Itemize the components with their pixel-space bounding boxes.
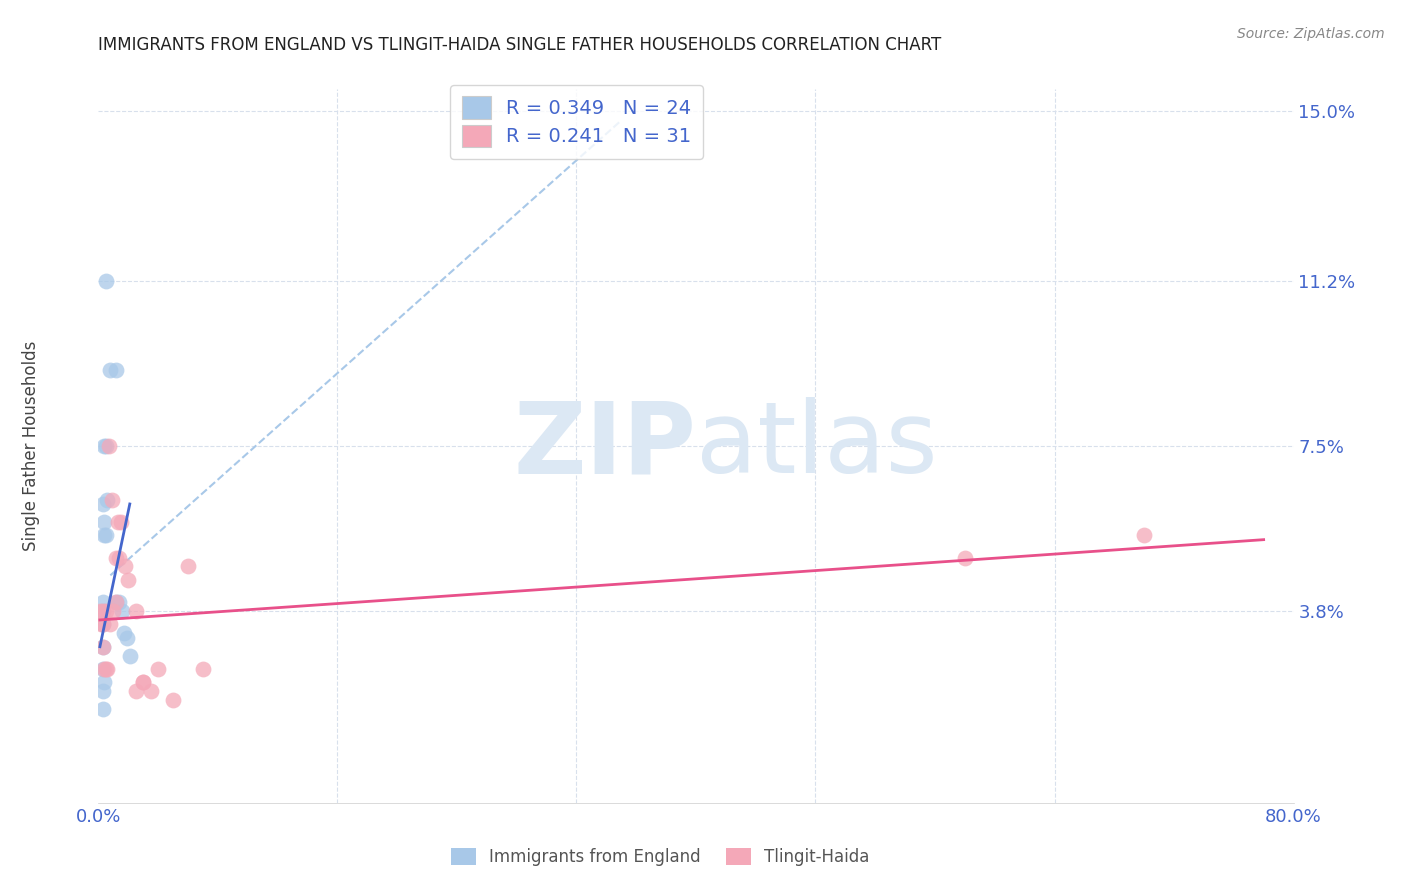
Text: atlas: atlas xyxy=(696,398,938,494)
Point xyxy=(91,684,114,698)
Point xyxy=(93,662,115,676)
Point xyxy=(91,595,114,609)
Point xyxy=(108,550,131,565)
Point xyxy=(110,515,132,529)
Text: Source: ZipAtlas.com: Source: ZipAtlas.com xyxy=(1237,27,1385,41)
Point xyxy=(105,595,128,609)
Point xyxy=(108,595,131,609)
Point xyxy=(96,662,118,676)
Point xyxy=(94,604,117,618)
Point xyxy=(148,662,170,676)
Point xyxy=(139,684,162,698)
Point xyxy=(91,617,114,632)
Point xyxy=(94,662,117,676)
Point xyxy=(91,662,114,676)
Text: Single Father Households: Single Father Households xyxy=(22,341,39,551)
Text: IMMIGRANTS FROM ENGLAND VS TLINGIT-HAIDA SINGLE FATHER HOUSEHOLDS CORRELATION CH: IMMIGRANTS FROM ENGLAND VS TLINGIT-HAIDA… xyxy=(98,36,942,54)
Point xyxy=(91,497,114,511)
Point xyxy=(953,550,976,565)
Point xyxy=(94,528,117,542)
Point xyxy=(93,675,115,690)
Point xyxy=(91,640,114,654)
Point xyxy=(105,550,128,565)
Point xyxy=(93,439,115,453)
Point xyxy=(98,617,122,632)
Point xyxy=(97,439,120,453)
Point xyxy=(101,492,124,507)
Point xyxy=(191,662,214,676)
Point xyxy=(117,573,139,587)
Point xyxy=(91,617,114,632)
Point xyxy=(132,675,155,690)
Point xyxy=(96,492,118,507)
Point xyxy=(93,515,115,529)
Point xyxy=(98,363,122,377)
Point xyxy=(111,604,134,618)
Point xyxy=(118,648,141,663)
Point xyxy=(114,559,136,574)
Point xyxy=(89,604,111,618)
Point xyxy=(90,617,112,632)
Point xyxy=(103,604,125,618)
Point xyxy=(132,675,155,690)
Point xyxy=(93,528,115,542)
Point xyxy=(1133,528,1156,542)
Point xyxy=(177,559,200,574)
Point xyxy=(91,640,114,654)
Point xyxy=(125,684,148,698)
Point xyxy=(94,274,117,288)
Point xyxy=(105,595,128,609)
Point xyxy=(91,604,114,618)
Point xyxy=(107,515,129,529)
Legend: Immigrants from England, Tlingit-Haida: Immigrants from England, Tlingit-Haida xyxy=(444,841,876,873)
Point xyxy=(115,631,138,645)
Point xyxy=(162,693,184,707)
Point xyxy=(91,702,114,716)
Text: ZIP: ZIP xyxy=(513,398,696,494)
Point xyxy=(125,604,148,618)
Point xyxy=(91,604,114,618)
Point xyxy=(112,626,135,640)
Point xyxy=(94,439,117,453)
Point xyxy=(105,363,128,377)
